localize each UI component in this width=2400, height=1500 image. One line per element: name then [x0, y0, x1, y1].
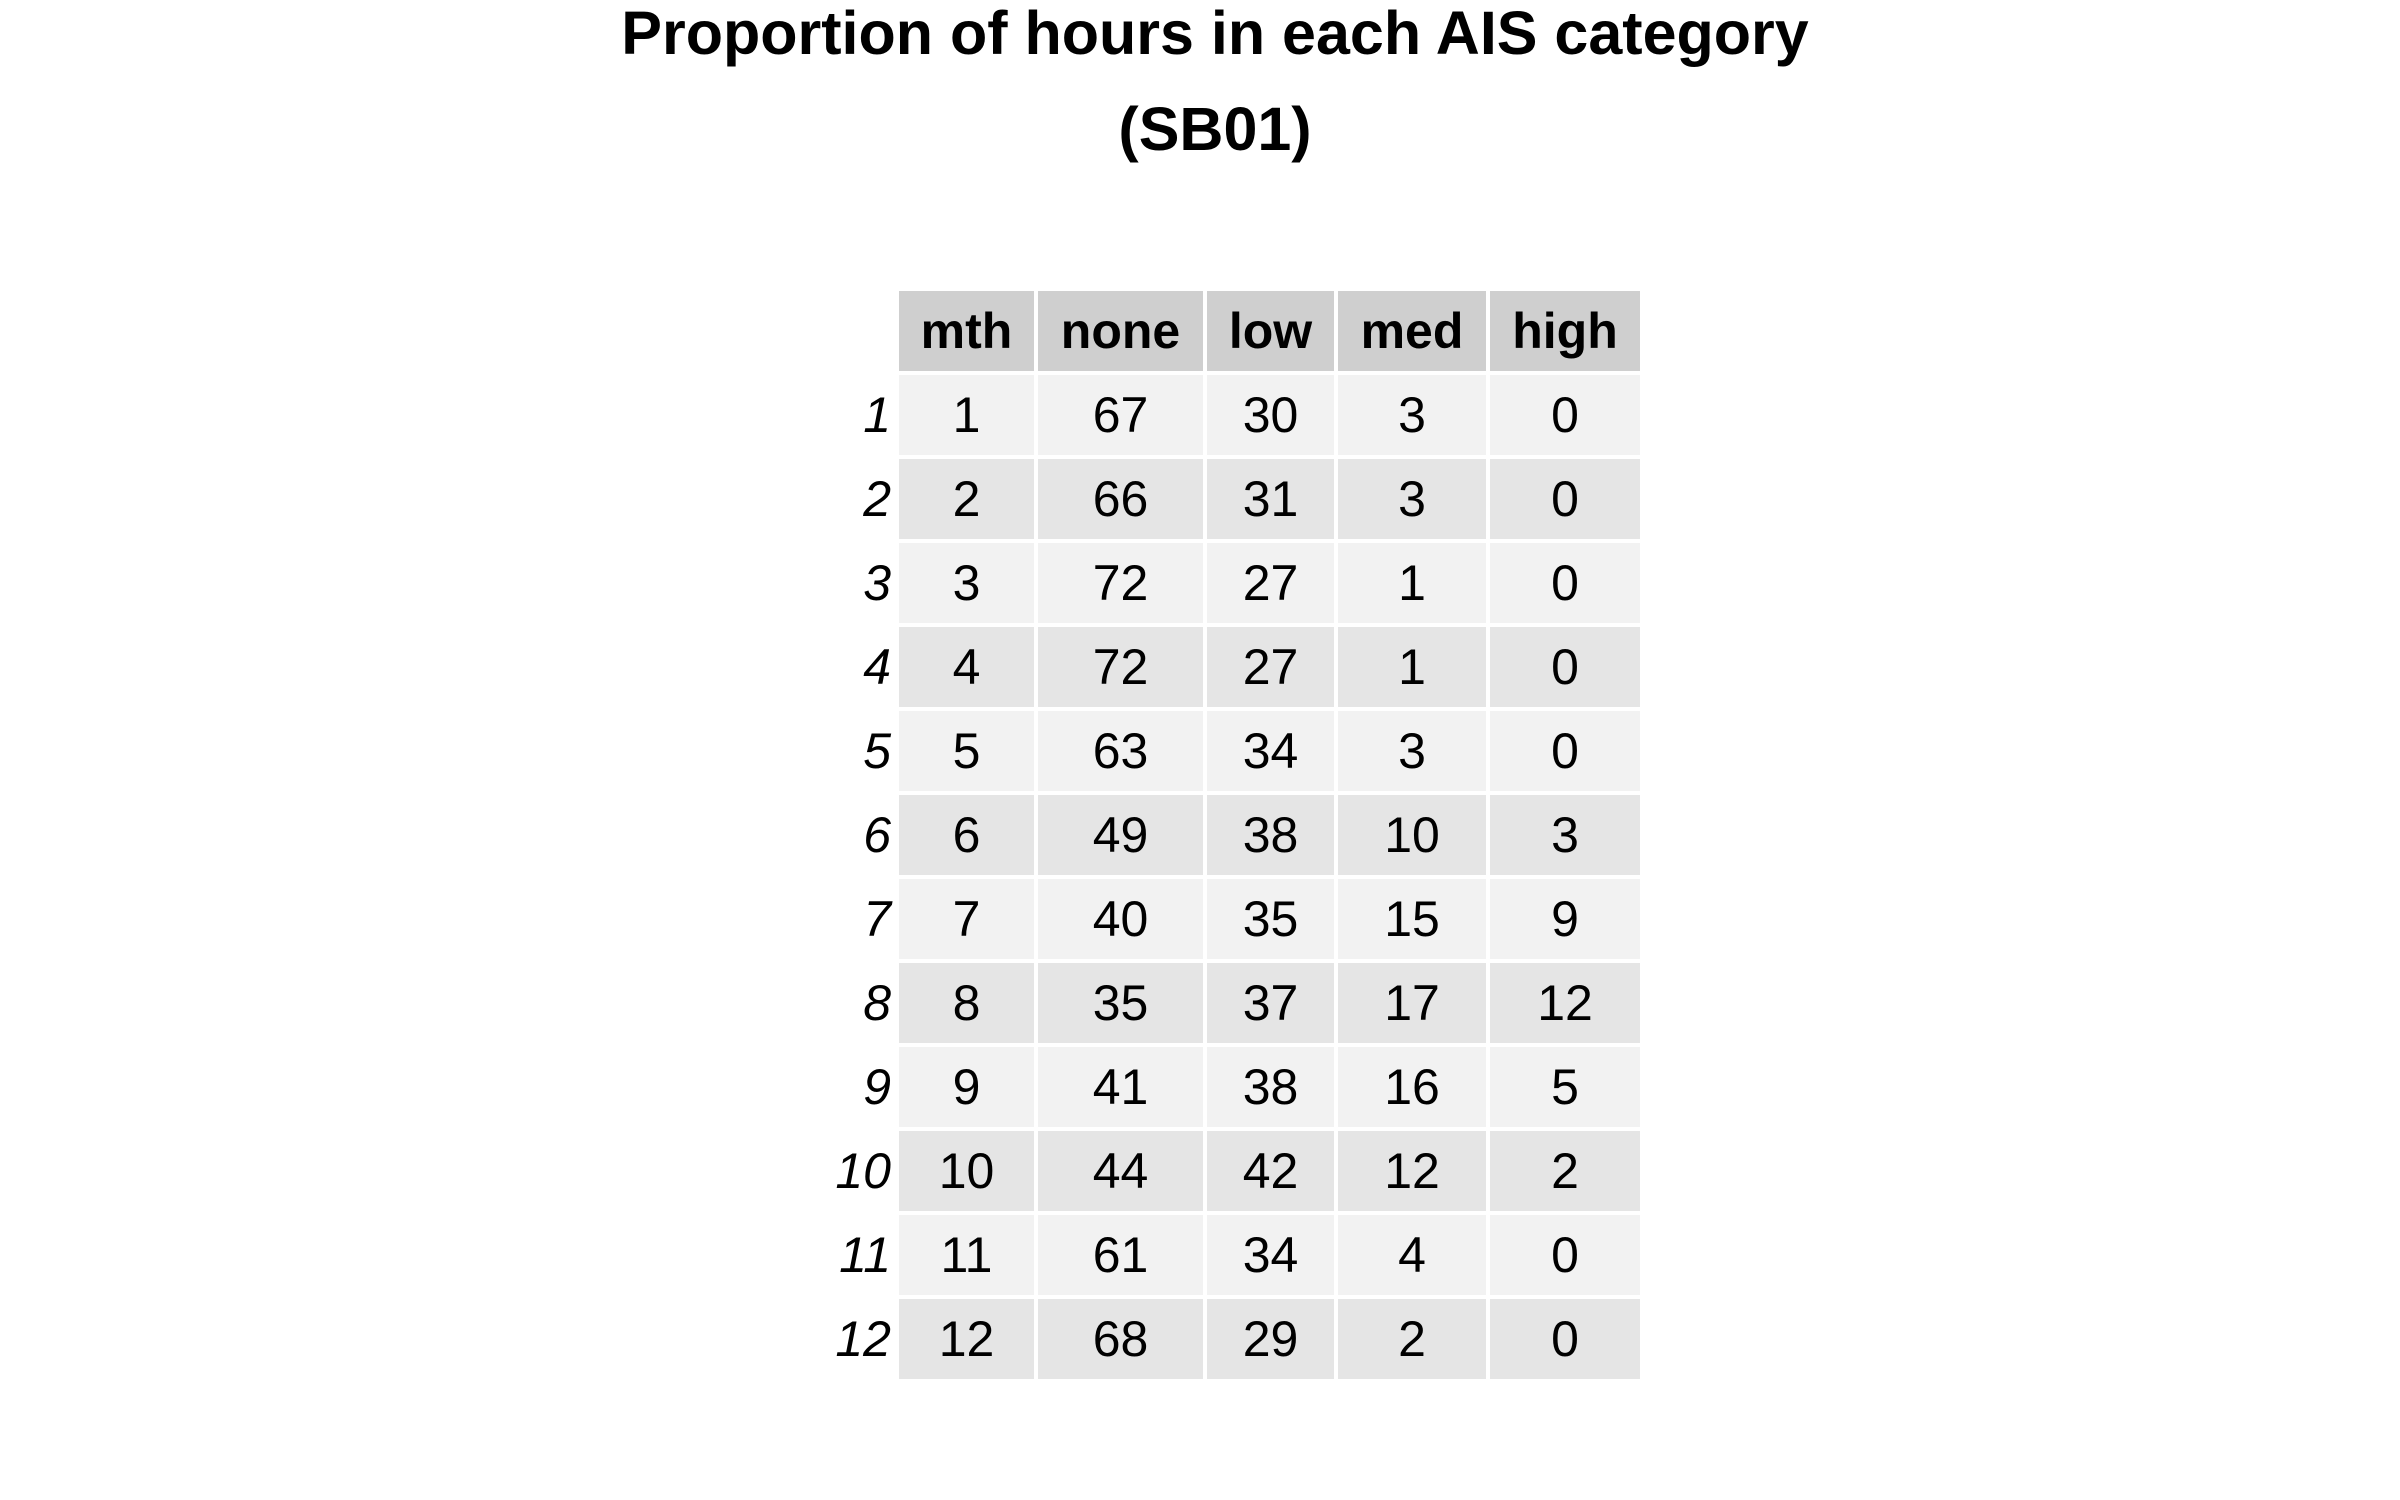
cell-mth: 8 [899, 963, 1034, 1043]
row-label: 4 [863, 639, 891, 695]
cell-low: 31 [1207, 459, 1334, 539]
cell-mth: 1 [899, 375, 1034, 455]
cell-med: 12 [1338, 1131, 1486, 1211]
cell-high: 0 [1490, 711, 1640, 791]
data-table: mth none low med high 1 1 67 30 3 0 2 2 66 31 3 0 3 3… [825, 287, 1644, 1383]
cell-none: 44 [1038, 1131, 1203, 1211]
cell-med: 16 [1338, 1047, 1486, 1127]
table-row: 8 8 35 37 17 12 [829, 963, 1640, 1043]
cell-none: 41 [1038, 1047, 1203, 1127]
table-row: 12 12 68 29 2 0 [829, 1299, 1640, 1379]
cell-low: 29 [1207, 1299, 1334, 1379]
chart-title-block: Proportion of hours in each AIS category… [0, 0, 2400, 177]
cell-high: 12 [1490, 963, 1640, 1043]
cell-mth: 10 [899, 1131, 1034, 1211]
row-label: 8 [863, 975, 891, 1031]
cell-mth: 2 [899, 459, 1034, 539]
row-label: 1 [863, 387, 891, 443]
cell-med: 10 [1338, 795, 1486, 875]
cell-low: 38 [1207, 1047, 1334, 1127]
table-row: 9 9 41 38 16 5 [829, 1047, 1640, 1127]
cell-high: 0 [1490, 375, 1640, 455]
cell-med: 2 [1338, 1299, 1486, 1379]
row-label: 7 [863, 891, 891, 947]
cell-high: 0 [1490, 1299, 1640, 1379]
cell-mth: 3 [899, 543, 1034, 623]
cell-mth: 11 [899, 1215, 1034, 1295]
cell-med: 3 [1338, 375, 1486, 455]
cell-low: 37 [1207, 963, 1334, 1043]
chart-subtitle: (SB01) [1118, 95, 1312, 163]
cell-low: 42 [1207, 1131, 1334, 1211]
cell-low: 38 [1207, 795, 1334, 875]
cell-high: 0 [1490, 1215, 1640, 1295]
table-row: 10 10 44 42 12 2 [829, 1131, 1640, 1211]
cell-none: 49 [1038, 795, 1203, 875]
table-row: 1 1 67 30 3 0 [829, 375, 1640, 455]
cell-none: 72 [1038, 627, 1203, 707]
cell-none: 35 [1038, 963, 1203, 1043]
cell-med: 3 [1338, 711, 1486, 791]
table-row: 4 4 72 27 1 0 [829, 627, 1640, 707]
column-header-high: high [1490, 291, 1640, 371]
cell-mth: 5 [899, 711, 1034, 791]
cell-none: 67 [1038, 375, 1203, 455]
table-row: 7 7 40 35 15 9 [829, 879, 1640, 959]
column-header-med: med [1338, 291, 1486, 371]
row-label: 11 [839, 1227, 891, 1283]
cell-med: 4 [1338, 1215, 1486, 1295]
cell-none: 40 [1038, 879, 1203, 959]
cell-mth: 12 [899, 1299, 1034, 1379]
table-body: 1 1 67 30 3 0 2 2 66 31 3 0 3 3 72 27 1 0 4 4 72 27 1 0 5 5 63 34 3 0… [829, 375, 1640, 1379]
column-header-none: none [1038, 291, 1203, 371]
chart-title: Proportion of hours in each AIS category [621, 0, 1809, 67]
row-label: 12 [835, 1311, 891, 1367]
row-label: 6 [863, 807, 891, 863]
cell-high: 2 [1490, 1131, 1640, 1211]
cell-high: 0 [1490, 627, 1640, 707]
table-row: 11 11 61 34 4 0 [829, 1215, 1640, 1295]
cell-high: 0 [1490, 543, 1640, 623]
cell-med: 3 [1338, 459, 1486, 539]
cell-low: 34 [1207, 711, 1334, 791]
cell-med: 17 [1338, 963, 1486, 1043]
cell-mth: 7 [899, 879, 1034, 959]
cell-low: 35 [1207, 879, 1334, 959]
cell-low: 30 [1207, 375, 1334, 455]
cell-mth: 6 [899, 795, 1034, 875]
row-label: 10 [835, 1143, 891, 1199]
row-label: 9 [863, 1059, 891, 1115]
cell-low: 27 [1207, 543, 1334, 623]
cell-med: 1 [1338, 627, 1486, 707]
cell-high: 3 [1490, 795, 1640, 875]
table-corner [829, 291, 895, 371]
cell-med: 1 [1338, 543, 1486, 623]
cell-mth: 9 [899, 1047, 1034, 1127]
cell-none: 63 [1038, 711, 1203, 791]
cell-none: 68 [1038, 1299, 1203, 1379]
row-label: 2 [863, 471, 891, 527]
row-label: 5 [863, 723, 891, 779]
table-header-row: mth none low med high [829, 291, 1640, 371]
cell-low: 34 [1207, 1215, 1334, 1295]
cell-high: 5 [1490, 1047, 1640, 1127]
cell-none: 61 [1038, 1215, 1203, 1295]
table-row: 3 3 72 27 1 0 [829, 543, 1640, 623]
column-header-mth: mth [899, 291, 1034, 371]
table-row: 5 5 63 34 3 0 [829, 711, 1640, 791]
cell-none: 66 [1038, 459, 1203, 539]
cell-low: 27 [1207, 627, 1334, 707]
table-row: 2 2 66 31 3 0 [829, 459, 1640, 539]
cell-high: 0 [1490, 459, 1640, 539]
table-row: 6 6 49 38 10 3 [829, 795, 1640, 875]
row-label: 3 [863, 555, 891, 611]
cell-med: 15 [1338, 879, 1486, 959]
cell-mth: 4 [899, 627, 1034, 707]
cell-high: 9 [1490, 879, 1640, 959]
column-header-low: low [1207, 291, 1334, 371]
cell-none: 72 [1038, 543, 1203, 623]
